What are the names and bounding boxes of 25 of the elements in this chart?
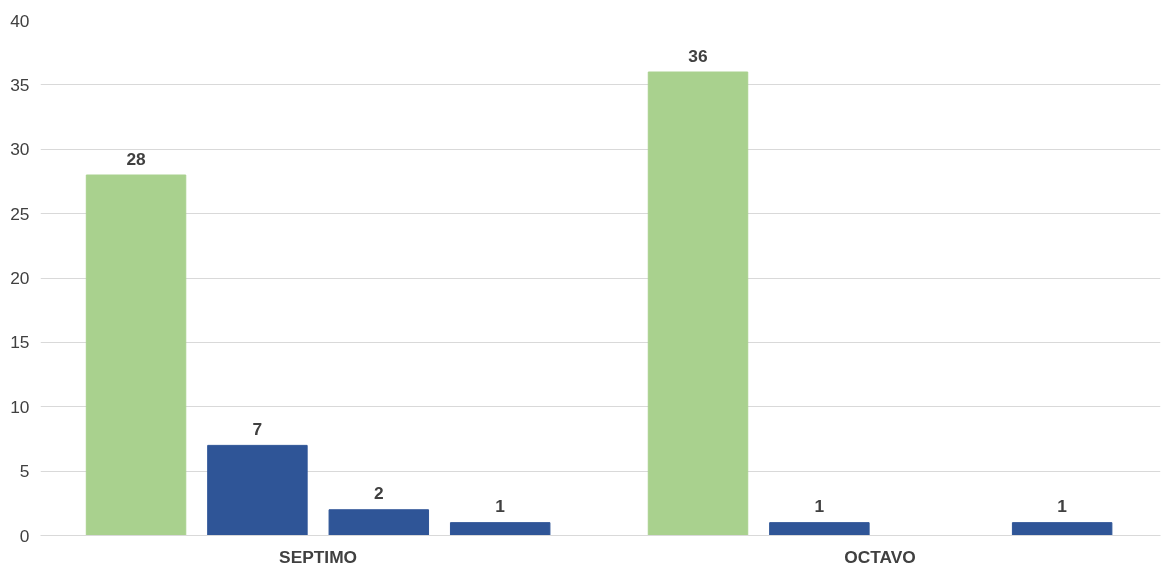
y-tick-label: 30 [10, 139, 30, 160]
bar [1011, 522, 1113, 536]
y-tick-label: 10 [10, 396, 30, 417]
y-tick-label: 40 [10, 10, 30, 31]
y-tick-label: 25 [10, 203, 30, 224]
data-label: 36 [688, 45, 708, 66]
data-label: 1 [1057, 496, 1068, 517]
data-label: 28 [126, 148, 147, 169]
data-label: 1 [495, 496, 506, 517]
y-tick-label: 35 [10, 74, 30, 95]
y-tick-label: 0 [19, 525, 30, 546]
y-tick-label: 15 [10, 332, 30, 353]
bar [328, 509, 430, 536]
bar [207, 444, 308, 536]
bar [647, 71, 749, 536]
bar [769, 522, 870, 536]
bar [85, 174, 187, 536]
y-tick-label: 20 [10, 268, 30, 288]
data-label: 2 [373, 483, 384, 504]
x-tick-label: OCTAVO [844, 546, 916, 567]
data-label: 7 [252, 419, 263, 440]
y-tick-label: 5 [19, 461, 30, 482]
data-label: 1 [814, 496, 825, 517]
x-tick-label: SEPTIMO [279, 546, 358, 567]
bar [449, 522, 551, 536]
